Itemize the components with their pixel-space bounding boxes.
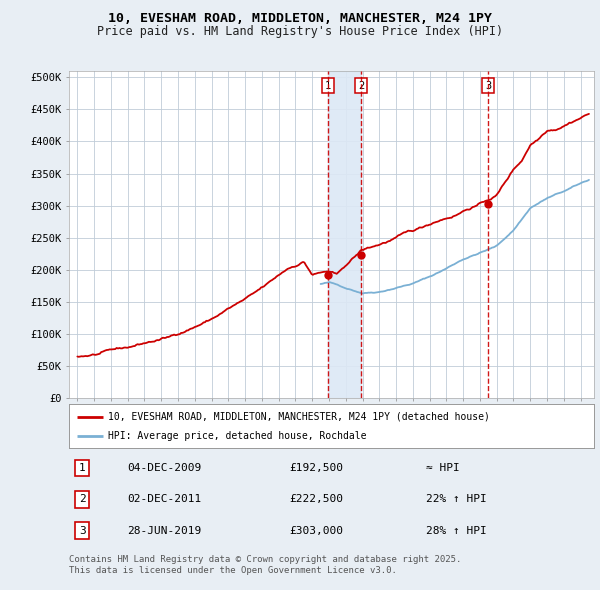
Text: ≈ HPI: ≈ HPI xyxy=(426,463,460,473)
Bar xyxy=(328,71,361,398)
Text: HPI: Average price, detached house, Rochdale: HPI: Average price, detached house, Roch… xyxy=(109,431,367,441)
Text: £192,500: £192,500 xyxy=(290,463,343,473)
Text: Contains HM Land Registry data © Crown copyright and database right 2025.
This d: Contains HM Land Registry data © Crown c… xyxy=(69,555,461,575)
Text: 10, EVESHAM ROAD, MIDDLETON, MANCHESTER, M24 1PY: 10, EVESHAM ROAD, MIDDLETON, MANCHESTER,… xyxy=(108,12,492,25)
Text: 28% ↑ HPI: 28% ↑ HPI xyxy=(426,526,487,536)
Text: 2: 2 xyxy=(358,81,364,90)
Text: £303,000: £303,000 xyxy=(290,526,343,536)
Text: 04-DEC-2009: 04-DEC-2009 xyxy=(127,463,201,473)
Text: 28-JUN-2019: 28-JUN-2019 xyxy=(127,526,201,536)
Text: 3: 3 xyxy=(485,81,491,90)
Text: Price paid vs. HM Land Registry's House Price Index (HPI): Price paid vs. HM Land Registry's House … xyxy=(97,25,503,38)
Text: 2: 2 xyxy=(79,494,86,504)
Text: 02-DEC-2011: 02-DEC-2011 xyxy=(127,494,201,504)
Text: 1: 1 xyxy=(325,81,331,90)
Text: 3: 3 xyxy=(79,526,86,536)
Text: 22% ↑ HPI: 22% ↑ HPI xyxy=(426,494,487,504)
Text: £222,500: £222,500 xyxy=(290,494,343,504)
Text: 10, EVESHAM ROAD, MIDDLETON, MANCHESTER, M24 1PY (detached house): 10, EVESHAM ROAD, MIDDLETON, MANCHESTER,… xyxy=(109,412,490,421)
Text: 1: 1 xyxy=(79,463,86,473)
